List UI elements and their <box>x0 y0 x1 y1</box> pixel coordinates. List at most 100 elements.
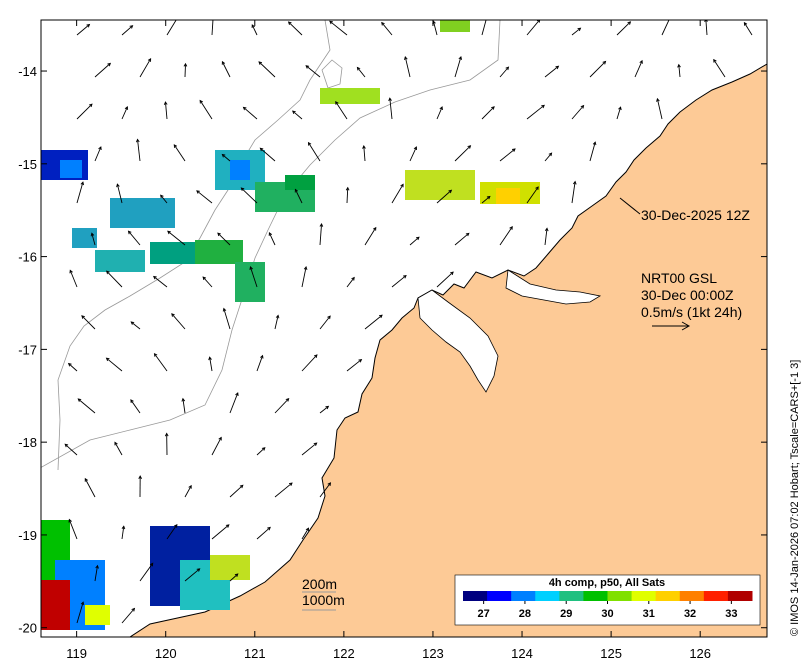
y-tick-label: -19 <box>18 528 37 543</box>
current-arrow <box>713 58 726 78</box>
colorbar-tick-label: 32 <box>684 608 696 620</box>
current-arrow <box>287 21 303 36</box>
y-tick-label: -16 <box>18 250 37 265</box>
current-arrow <box>211 20 214 36</box>
current-arrow <box>404 56 411 78</box>
current-arrow <box>160 194 168 204</box>
isobath-200-label: 200m <box>302 576 337 592</box>
colorbar-ticks: 27 28 29 30 31 32 33 <box>478 601 737 620</box>
current-arrow <box>114 441 123 456</box>
current-arrow <box>364 314 383 330</box>
current-arrow <box>181 397 186 414</box>
current-arrow <box>139 562 154 582</box>
x-tick-label: 126 <box>689 646 711 661</box>
current-arrow <box>139 58 152 78</box>
current-arrow <box>274 314 280 330</box>
current-arrow <box>183 62 188 78</box>
current-arrow <box>346 358 363 372</box>
current-arrow <box>130 321 141 330</box>
current-arrow <box>634 59 643 78</box>
y-tick-label: -20 <box>18 621 37 636</box>
current-arrow <box>544 65 560 78</box>
current-arrow <box>301 442 318 456</box>
current-arrow <box>526 104 545 120</box>
current-arrow <box>229 484 244 498</box>
king-sound <box>417 289 499 393</box>
current-arrow <box>319 405 330 414</box>
y-axis: -14 -15 -16 -17 -18 -19 -20 <box>18 64 767 636</box>
current-arrow <box>94 146 102 162</box>
x-tick-label: 122 <box>333 646 355 661</box>
colorbar-title: 4h comp, p50, All Sats <box>549 577 665 589</box>
y-tick-label: -15 <box>18 157 37 172</box>
current-arrow <box>256 354 264 372</box>
colorbar-swatches <box>463 591 753 601</box>
current-arrow <box>106 270 123 288</box>
current-arrow <box>391 274 407 288</box>
current-arrow <box>221 153 231 162</box>
isobath-1000 <box>41 20 501 468</box>
current-arrow <box>256 526 271 540</box>
current-arrow <box>76 181 85 204</box>
y-tick-label: -17 <box>18 342 37 357</box>
current-arrow <box>208 356 213 372</box>
current-arrow <box>166 20 177 36</box>
current-arrow <box>388 97 393 120</box>
current-arrow <box>544 152 553 162</box>
colorbar-swatch <box>511 591 536 601</box>
current-arrow <box>454 145 472 162</box>
isobath-200 <box>57 20 331 471</box>
current-arrow <box>69 269 78 288</box>
scale-arrow <box>652 321 691 331</box>
current-arrow <box>217 232 231 246</box>
glider-time-label: 30-Dec-2025 12Z <box>641 207 750 223</box>
colorbar: 4h comp, p50, All Sats 27 28 29 30 31 32 33 <box>454 574 761 626</box>
current-arrow <box>105 357 123 372</box>
current-arrow <box>166 523 178 540</box>
current-arrow <box>292 110 303 120</box>
current-arrow <box>571 27 582 36</box>
colorbar-swatch <box>703 591 729 601</box>
current-arrow <box>171 313 186 330</box>
current-arrow <box>184 568 201 582</box>
current-arrow <box>571 180 577 204</box>
credit-text: © IMOS 14-Jan-2026 07:02 Hobart; Tscale=… <box>789 360 801 636</box>
colorbar-swatch <box>559 591 584 601</box>
current-arrow <box>364 226 377 246</box>
current-arrow <box>211 436 222 456</box>
colorbar-tick-label: 27 <box>478 608 490 620</box>
current-arrow <box>268 232 276 246</box>
current-arrow <box>356 66 366 78</box>
colorbar-swatch <box>463 591 488 601</box>
current-arrow <box>256 447 266 456</box>
current-arrow <box>481 106 495 120</box>
current-arrow <box>329 20 348 36</box>
current-arrow <box>76 23 91 36</box>
x-tick-label: 124 <box>511 646 533 661</box>
current-arrow <box>164 432 169 456</box>
current-arrow <box>381 21 393 36</box>
current-arrow <box>76 601 85 624</box>
current-arrow <box>661 20 670 36</box>
current-arrow <box>571 104 585 120</box>
current-arrow <box>616 21 632 36</box>
current-arrow <box>64 443 78 456</box>
current-arrow <box>199 99 213 120</box>
current-arrow <box>135 138 141 162</box>
colorbar-tick-label: 29 <box>560 608 572 620</box>
x-tick-label: 123 <box>422 646 444 661</box>
colorbar-tick-label: 33 <box>725 608 737 620</box>
isobath-1000-label: 1000m <box>302 592 345 608</box>
current-arrow <box>121 525 126 540</box>
plot-frame <box>40 19 768 638</box>
current-arrow <box>345 186 350 204</box>
current-arrow <box>499 148 516 162</box>
current-arrow <box>251 24 258 36</box>
current-arrow <box>196 190 213 204</box>
current-arrow <box>436 106 443 120</box>
current-arrow <box>77 398 96 414</box>
colorbar-swatch <box>607 591 633 601</box>
current-arrow <box>153 275 168 288</box>
colorbar-swatch <box>655 591 681 601</box>
